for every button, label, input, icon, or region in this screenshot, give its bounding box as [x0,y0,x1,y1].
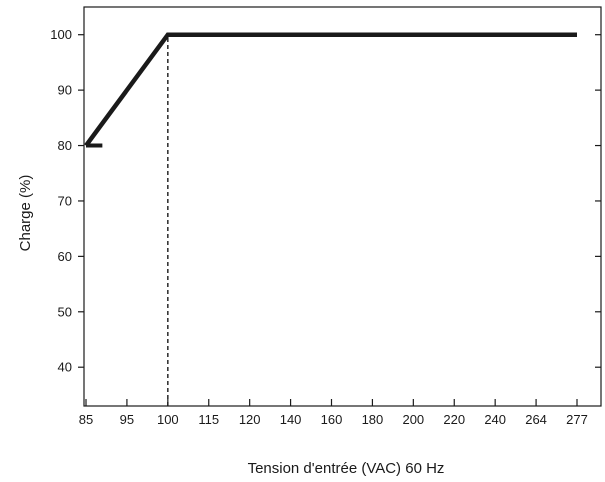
x-tick-label: 160 [321,412,343,427]
x-tick-label: 180 [362,412,384,427]
x-tick-label: 264 [525,412,547,427]
y-tick-label: 40 [58,360,72,375]
x-tick-label: 200 [402,412,424,427]
y-tick-label: 100 [50,27,72,42]
y-tick-label: 60 [58,249,72,264]
y-tick-label: 90 [58,83,72,98]
plot-frame [84,7,601,406]
series-line-0 [86,35,577,146]
x-tick-label: 277 [566,412,588,427]
x-tick-label: 240 [484,412,506,427]
x-tick-label: 120 [239,412,261,427]
x-tick-label: 140 [280,412,302,427]
y-tick-label: 70 [58,193,72,208]
x-tick-label: 115 [198,412,219,427]
y-tick-label: 50 [58,304,72,319]
x-tick-label: 85 [79,412,93,427]
x-axis-title: Tension d'entrée (VAC) 60 Hz [248,460,445,477]
y-axis-title: Charge (%) [17,175,34,252]
x-tick-label: 100 [157,412,179,427]
x-axis-ticks: 85 95 100 115 120 140 160 180 200 220 240 264 277 [79,399,588,427]
chart-series [86,35,577,146]
y-tick-label: 80 [58,138,72,153]
x-tick-label: 220 [443,412,465,427]
x-tick-label: 95 [120,412,134,427]
